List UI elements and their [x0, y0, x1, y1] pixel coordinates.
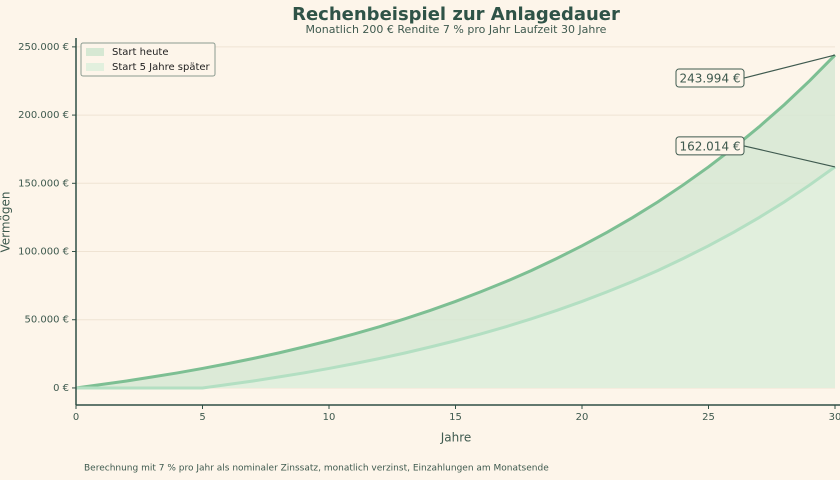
- y-tick-label: 0 €: [53, 383, 69, 394]
- y-tick-label: 200.000 €: [18, 110, 69, 121]
- series-line: [76, 165, 836, 390]
- x-tick-label: 0: [73, 412, 79, 423]
- legend-swatch: [86, 48, 104, 56]
- y-tick-label: 100.000 €: [18, 247, 69, 258]
- series-line: [75, 54, 837, 390]
- x-tick-label: 5: [199, 412, 205, 423]
- x-tick-label: 20: [576, 412, 589, 423]
- legend-label: Start heute: [112, 47, 169, 58]
- annotation-label: 162.014 €: [679, 139, 740, 153]
- annotation-label: 243.994 €: [679, 72, 740, 86]
- annotation-connector: [743, 145, 836, 168]
- y-tick-label: 50.000 €: [24, 315, 69, 326]
- x-tick-label: 25: [702, 412, 715, 423]
- footnote: Berechnung mit 7 % pro Jahr als nominale…: [84, 464, 549, 474]
- chart-title: Rechenbeispiel zur Anlagedauer: [292, 4, 620, 25]
- y-tick-label: 250.000 €: [18, 42, 69, 53]
- x-axis-label: Jahre: [440, 431, 472, 445]
- annotation-box: [675, 68, 745, 88]
- x-tick-label: 30: [829, 412, 840, 423]
- annotation-box: [675, 136, 745, 156]
- chart-subtitle: Monatlich 200 € Rendite 7 % pro Jahr Lau…: [306, 23, 607, 36]
- x-tick-label: 10: [323, 412, 336, 423]
- legend-label: Start 5 Jahre später: [112, 62, 211, 73]
- annotation-connector: [743, 54, 836, 79]
- area-fill: [76, 166, 835, 388]
- y-axis-label: Vermögen: [0, 191, 13, 252]
- x-tick-label: 15: [449, 412, 462, 423]
- legend-box: [80, 42, 216, 77]
- y-tick-label: 150.000 €: [18, 178, 69, 189]
- legend-swatch: [86, 63, 104, 71]
